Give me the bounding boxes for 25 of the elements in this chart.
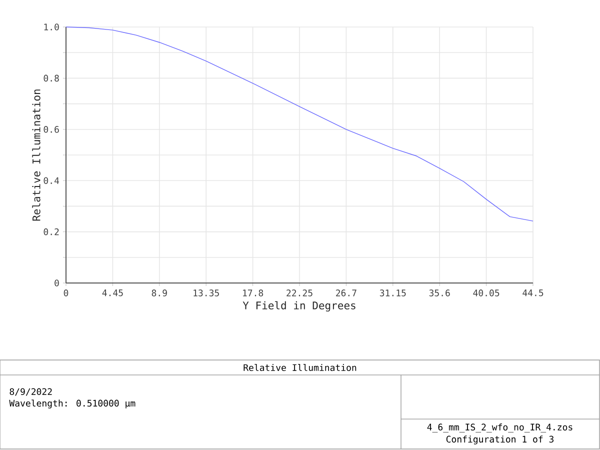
text: Relative Illumination [244, 364, 356, 372]
y-tick-label: 1.0 [44, 24, 59, 30]
x-tick-label: 26.7 [336, 290, 356, 296]
y-tick-label: 0.2 [44, 228, 59, 236]
text: Wavelength: 0.510000 µm [9, 400, 136, 408]
x-tick-label: 13.35 [194, 290, 219, 296]
x-tick-label: 22.25 [286, 290, 312, 296]
x-tick-label: 40.05 [473, 290, 500, 296]
y-tick-label: 0 [54, 280, 59, 286]
x-tick-label: 31.15 [380, 290, 406, 296]
y-axis-title: Relative Illumination [32, 90, 40, 221]
x-tick-label: 8.9 [152, 290, 167, 296]
x-tick-label: 17.8 [243, 290, 264, 296]
y-tick-label: 0.4 [44, 177, 60, 184]
x-tick-label: 4.45 [102, 290, 123, 296]
text: Configuration 1 of 3 [446, 436, 554, 444]
line-series [66, 26, 534, 222]
y-tick-label: 0.8 [44, 74, 59, 82]
text: 4_6_mm_IS_2_wfo_no_IR_4.zos [427, 424, 572, 432]
y-tick-label: 0.6 [44, 126, 59, 133]
x-axis-title: Y Field in Degrees [242, 301, 356, 312]
x-tick-label: 44.5 [522, 290, 544, 296]
text: 8/9/2022 [10, 388, 52, 396]
x-tick-label: 0 [64, 290, 68, 296]
x-tick-label: 35.6 [429, 290, 450, 296]
